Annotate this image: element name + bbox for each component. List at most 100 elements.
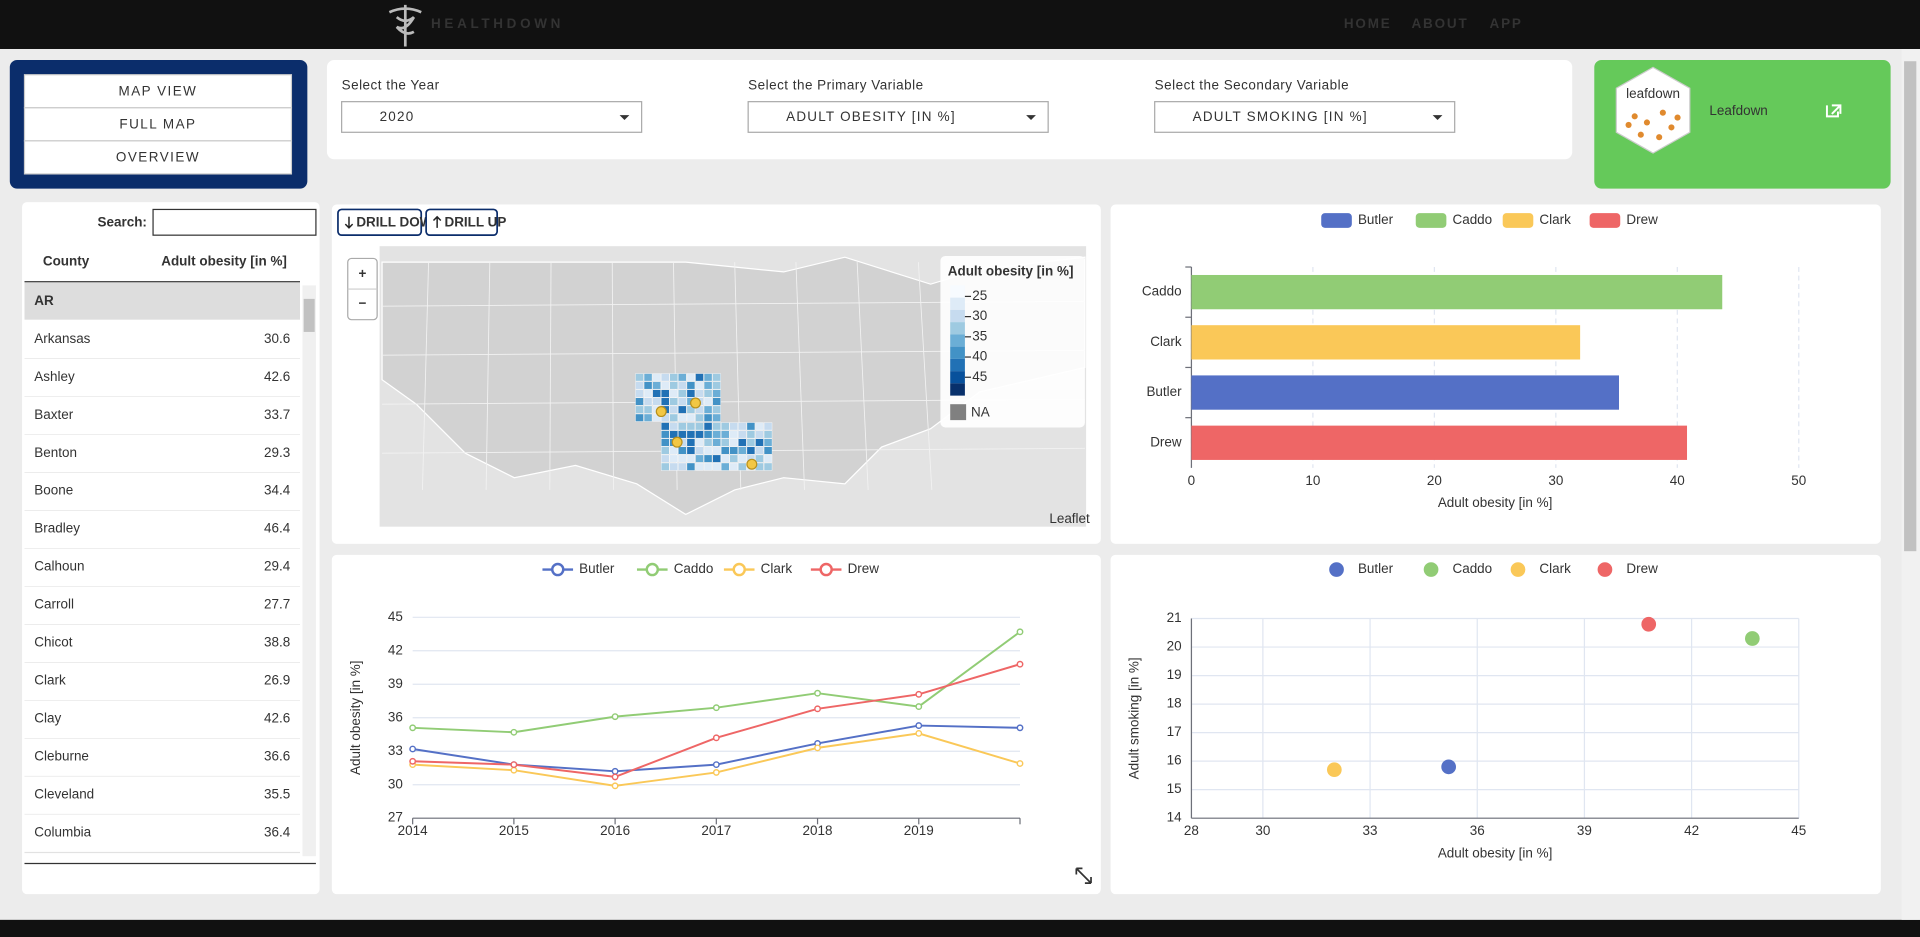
nav-link[interactable]: HOME [1344, 16, 1392, 31]
leafdown-title[interactable]: Leafdown [1709, 103, 1767, 118]
legend-label[interactable]: Caddo [1452, 561, 1492, 576]
point[interactable] [1641, 616, 1657, 632]
table-row[interactable] [24, 358, 300, 397]
point[interactable] [611, 713, 619, 721]
select-box[interactable] [747, 101, 1049, 133]
zoom-in[interactable]: + [359, 266, 367, 281]
sidebar-button-label[interactable]: FULL MAP [119, 116, 196, 131]
point[interactable] [611, 767, 619, 775]
column-header[interactable]: County [43, 254, 90, 269]
search-input[interactable] [152, 208, 317, 236]
nav-link[interactable]: ABOUT [1411, 16, 1468, 31]
legend-label[interactable]: Clark [761, 561, 793, 576]
map-county [635, 413, 644, 422]
x-axis-label: Adult obesity [in %] [1438, 495, 1553, 510]
table-row[interactable] [24, 548, 300, 587]
logo-leaf [1674, 114, 1681, 121]
logo-leaf [1668, 124, 1675, 131]
point[interactable] [510, 728, 518, 736]
drill-button[interactable] [337, 208, 423, 237]
map-county [661, 462, 670, 471]
table-row[interactable] [24, 434, 300, 473]
point[interactable] [1441, 759, 1457, 775]
table-row[interactable] [24, 320, 300, 359]
bar[interactable] [1191, 375, 1620, 410]
map-county [678, 454, 687, 463]
drill-button[interactable] [425, 208, 498, 237]
point[interactable] [712, 761, 720, 769]
point[interactable] [814, 705, 821, 713]
sidebar-button[interactable] [23, 140, 293, 175]
legend-label[interactable]: Drew [1626, 561, 1658, 576]
chart-panel [331, 554, 1101, 895]
point[interactable] [1016, 760, 1024, 767]
table-row[interactable] [24, 510, 300, 549]
bar[interactable] [1191, 325, 1581, 360]
point[interactable] [915, 703, 923, 711]
point[interactable] [611, 782, 619, 790]
legend-label[interactable]: Butler [1358, 212, 1394, 227]
map-county [703, 405, 713, 414]
legend-label[interactable]: Butler [579, 561, 615, 576]
table-row[interactable] [24, 586, 300, 625]
table-row[interactable] [24, 624, 300, 663]
point[interactable] [814, 744, 821, 752]
point[interactable] [915, 729, 923, 737]
select-box[interactable] [1154, 101, 1456, 133]
map-county [635, 389, 644, 398]
point[interactable] [1744, 631, 1760, 646]
table-row[interactable] [24, 396, 300, 435]
bar[interactable] [1191, 274, 1723, 310]
point[interactable] [1016, 628, 1024, 636]
select-value[interactable]: 2020 [380, 109, 415, 124]
drill-label[interactable]: DRILL DOWN [356, 214, 442, 229]
column-header[interactable]: Adult obesity [in %] [161, 254, 287, 269]
point[interactable] [611, 773, 619, 781]
table-row[interactable] [24, 472, 300, 511]
point[interactable] [1016, 724, 1024, 732]
point[interactable] [915, 722, 923, 729]
point[interactable] [712, 769, 720, 776]
map-attribution[interactable]: Leaflet [1049, 511, 1090, 526]
select-box[interactable] [341, 101, 643, 133]
point[interactable] [409, 745, 417, 753]
point[interactable] [409, 724, 417, 732]
point[interactable] [712, 704, 720, 712]
legend-label[interactable]: Drew [1626, 212, 1658, 227]
bar[interactable] [1191, 425, 1688, 460]
legend-label[interactable]: Butler [1358, 561, 1394, 576]
point[interactable] [1016, 660, 1024, 668]
county-name: Boone [34, 483, 73, 498]
table-row[interactable] [24, 738, 300, 777]
select-value[interactable]: ADULT OBESITY [IN %] [786, 109, 956, 124]
sidebar-button[interactable] [23, 107, 293, 142]
table-row[interactable] [24, 662, 300, 701]
map-county [703, 373, 713, 382]
point[interactable] [712, 734, 720, 742]
sidebar-button-label[interactable]: MAP VIEW [119, 83, 198, 98]
point[interactable] [814, 689, 821, 697]
table-row[interactable] [24, 814, 300, 853]
nav-link[interactable]: APP [1490, 16, 1523, 31]
sidebar-button-label[interactable]: OVERVIEW [116, 150, 200, 165]
legend-label[interactable]: Clark [1539, 212, 1571, 227]
point[interactable] [510, 766, 518, 774]
point[interactable] [1326, 762, 1342, 778]
legend-label[interactable]: Caddo [674, 561, 714, 576]
map-county [686, 462, 696, 471]
point[interactable] [510, 761, 518, 769]
county-value: 42.6 [264, 369, 290, 384]
legend-label[interactable]: Clark [1539, 561, 1571, 576]
point[interactable] [409, 757, 417, 765]
zoom-out[interactable]: − [359, 295, 367, 310]
table-row[interactable] [24, 776, 300, 815]
map-county [661, 389, 670, 398]
legend-label[interactable]: Caddo [1452, 212, 1492, 227]
legend-label[interactable]: Drew [848, 561, 880, 576]
point[interactable] [915, 690, 923, 698]
drill-label[interactable]: DRILL UP [444, 214, 506, 229]
table-row[interactable] [24, 700, 300, 739]
brand[interactable]: HEALTHDOWN [431, 16, 564, 31]
select-value[interactable]: ADULT SMOKING [IN %] [1193, 109, 1368, 124]
y-tick-label: 36 [388, 709, 403, 724]
